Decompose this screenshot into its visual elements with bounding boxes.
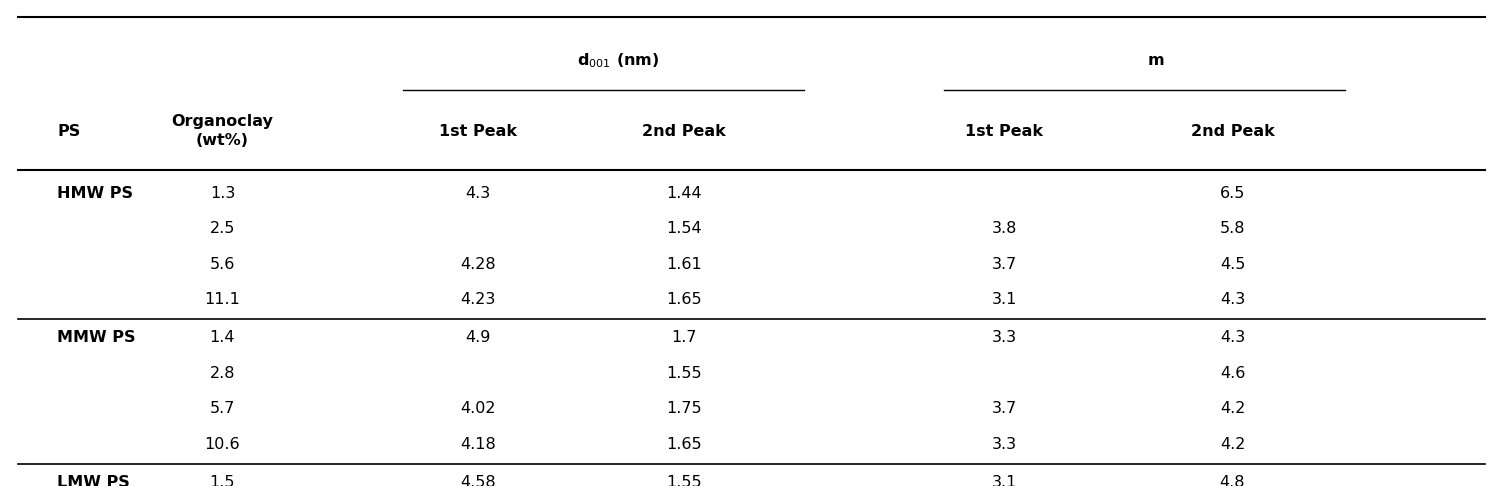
- Text: 4.3: 4.3: [466, 186, 490, 201]
- Text: Organoclay
(wt%): Organoclay (wt%): [171, 114, 274, 148]
- Text: 4.6: 4.6: [1220, 366, 1244, 381]
- Text: 1.55: 1.55: [666, 475, 702, 486]
- Text: 2.8: 2.8: [210, 366, 234, 381]
- Text: LMW PS: LMW PS: [57, 475, 129, 486]
- Text: 4.02: 4.02: [460, 401, 496, 417]
- Text: 10.6: 10.6: [204, 437, 240, 452]
- Text: 4.18: 4.18: [460, 437, 496, 452]
- Text: 4.3: 4.3: [1220, 330, 1244, 346]
- Text: 4.58: 4.58: [460, 475, 496, 486]
- Text: 1.55: 1.55: [666, 366, 702, 381]
- Text: 2nd Peak: 2nd Peak: [642, 124, 726, 139]
- Text: 4.28: 4.28: [460, 257, 496, 272]
- Text: 3.7: 3.7: [992, 257, 1016, 272]
- Text: 3.1: 3.1: [992, 475, 1016, 486]
- Text: 1.75: 1.75: [666, 401, 702, 417]
- Text: 1.5: 1.5: [210, 475, 234, 486]
- Text: 4.9: 4.9: [466, 330, 490, 346]
- Text: 3.3: 3.3: [992, 437, 1016, 452]
- Text: 1.65: 1.65: [666, 293, 702, 307]
- Text: m: m: [1147, 53, 1165, 68]
- Text: 3.8: 3.8: [992, 222, 1016, 236]
- Text: PS: PS: [57, 124, 80, 139]
- Text: 1.54: 1.54: [666, 222, 702, 236]
- Text: 4.8: 4.8: [1220, 475, 1244, 486]
- Text: 5.6: 5.6: [210, 257, 234, 272]
- Text: 5.8: 5.8: [1220, 222, 1244, 236]
- Text: 3.3: 3.3: [992, 330, 1016, 346]
- Text: 1.61: 1.61: [666, 257, 702, 272]
- Text: 2nd Peak: 2nd Peak: [1190, 124, 1275, 139]
- Text: 1.44: 1.44: [666, 186, 702, 201]
- Text: 3.7: 3.7: [992, 401, 1016, 417]
- Text: 4.2: 4.2: [1220, 437, 1244, 452]
- Text: 1.7: 1.7: [672, 330, 696, 346]
- Text: 1st Peak: 1st Peak: [439, 124, 517, 139]
- Text: 1.3: 1.3: [210, 186, 234, 201]
- Text: 4.5: 4.5: [1220, 257, 1244, 272]
- Text: 4.3: 4.3: [1220, 293, 1244, 307]
- Text: d$_{001}$ (nm): d$_{001}$ (nm): [577, 52, 660, 70]
- Text: 1.4: 1.4: [210, 330, 234, 346]
- Text: 4.2: 4.2: [1220, 401, 1244, 417]
- Text: 1st Peak: 1st Peak: [965, 124, 1043, 139]
- Text: HMW PS: HMW PS: [57, 186, 134, 201]
- Text: 6.5: 6.5: [1220, 186, 1244, 201]
- Text: 4.23: 4.23: [460, 293, 496, 307]
- Text: 2.5: 2.5: [210, 222, 234, 236]
- Text: MMW PS: MMW PS: [57, 330, 135, 346]
- Text: 1.65: 1.65: [666, 437, 702, 452]
- Text: 3.1: 3.1: [992, 293, 1016, 307]
- Text: 11.1: 11.1: [204, 293, 240, 307]
- Text: 5.7: 5.7: [210, 401, 234, 417]
